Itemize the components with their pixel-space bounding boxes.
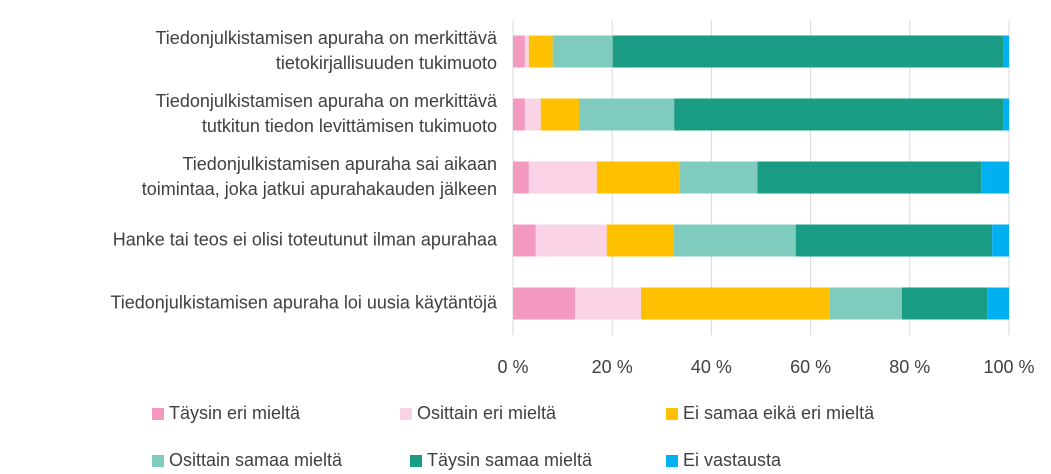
legend-label: Täysin samaa mieltä <box>427 450 593 470</box>
category-label: Tiedonjulkistamisen apuraha on merkittäv… <box>155 91 497 111</box>
legend-label: Ei vastausta <box>683 450 782 470</box>
category-label: tutkitun tiedon levittämisen tukimuoto <box>202 116 497 136</box>
bar-segment <box>757 161 982 194</box>
bar-segment <box>673 224 796 257</box>
legend-swatch <box>400 408 412 420</box>
bar-segment <box>513 35 525 68</box>
x-tick-label: 80 % <box>889 357 930 377</box>
category-label: Hanke tai teos ei olisi toteutunut ilman… <box>113 229 498 249</box>
bar-segment <box>528 161 597 194</box>
bar-segment <box>674 98 1004 131</box>
x-tick-label: 60 % <box>790 357 831 377</box>
bar-segment <box>596 161 680 194</box>
bar-segment <box>992 224 1009 257</box>
x-tick-label: 20 % <box>592 357 633 377</box>
bar-segment <box>528 35 553 68</box>
category-label: tietokirjallisuuden tukimuoto <box>276 53 497 73</box>
bar-segment <box>987 287 1009 320</box>
category-label: Tiedonjulkistamisen apuraha on merkittäv… <box>155 28 497 48</box>
bar-segment <box>640 287 830 320</box>
legend-label: Osittain eri mieltä <box>417 403 557 423</box>
category-label: Tiedonjulkistamisen apuraha loi uusia kä… <box>110 292 498 312</box>
legend-label: Ei samaa eikä eri mieltä <box>683 403 875 423</box>
bar-segment <box>901 287 988 320</box>
bar-segment <box>524 35 529 68</box>
bar-segment <box>575 287 641 320</box>
x-tick-label: 40 % <box>691 357 732 377</box>
bar-segment <box>1003 35 1009 68</box>
bar-segment <box>679 161 758 194</box>
bar-segment <box>612 35 1004 68</box>
legend-swatch <box>666 408 678 420</box>
category-label: toimintaa, joka jatkui apurahakauden jäl… <box>142 179 497 199</box>
legend-swatch <box>152 455 164 467</box>
bar-segment <box>513 224 536 257</box>
legend-swatch <box>152 408 164 420</box>
bar-segment <box>829 287 902 320</box>
x-tick-label: 100 % <box>983 357 1034 377</box>
legend-swatch <box>410 455 422 467</box>
bar-segment <box>981 161 1009 194</box>
legend-swatch <box>666 455 678 467</box>
bar-segment <box>513 287 575 320</box>
bar-segment <box>513 161 529 194</box>
bar-segment <box>513 98 525 131</box>
bar-segment <box>578 98 675 131</box>
bar-segment <box>795 224 993 257</box>
legend-label: Osittain samaa mieltä <box>169 450 343 470</box>
bar-segment <box>524 98 541 131</box>
bar-segment <box>606 224 674 257</box>
bar-segment <box>535 224 607 257</box>
bar-segment <box>540 98 579 131</box>
category-label: Tiedonjulkistamisen apuraha sai aikaan <box>182 154 497 174</box>
bar-segment <box>552 35 613 68</box>
legend-label: Täysin eri mieltä <box>169 403 301 423</box>
bar-segment <box>1003 98 1009 131</box>
x-tick-label: 0 % <box>497 357 528 377</box>
